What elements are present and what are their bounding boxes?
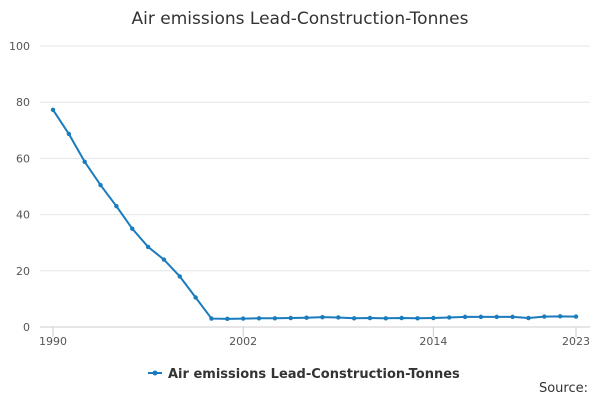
data-point xyxy=(510,314,515,320)
data-point xyxy=(462,314,468,320)
x-tick-label: 2023 xyxy=(562,335,590,348)
data-point xyxy=(50,107,56,112)
data-point xyxy=(82,159,87,164)
data-point xyxy=(557,314,563,319)
data-point xyxy=(447,315,452,320)
data-point xyxy=(573,314,579,319)
data-point xyxy=(351,316,357,321)
y-tick-label: 60 xyxy=(16,152,30,165)
data-point xyxy=(256,316,262,321)
data-point xyxy=(130,226,135,231)
data-point xyxy=(320,314,325,320)
x-tick-label: 1990 xyxy=(39,335,67,348)
data-point xyxy=(431,315,436,321)
x-tick-label: 2002 xyxy=(229,335,257,348)
data-point xyxy=(526,315,531,321)
data-point xyxy=(193,295,198,300)
data-point xyxy=(399,315,404,321)
x-tick-label: 2014 xyxy=(419,335,447,348)
chart-title: Air emissions Lead-Construction-Tonnes xyxy=(132,9,469,29)
data-point xyxy=(240,316,246,321)
data-point xyxy=(161,257,167,262)
data-point xyxy=(304,315,309,320)
data-point xyxy=(478,314,484,320)
series-line xyxy=(52,109,577,320)
source: Source: xyxy=(539,381,588,396)
data-point xyxy=(66,131,72,137)
data-point xyxy=(98,182,103,188)
y-tick-label: 20 xyxy=(16,265,30,278)
data-point xyxy=(114,203,119,209)
legend-label: Air emissions Lead-Construction-Tonnes xyxy=(168,367,460,382)
legend-marker xyxy=(152,370,158,376)
data-point xyxy=(542,314,547,319)
y-tick-label: 100 xyxy=(9,40,30,53)
y-tick-label: 40 xyxy=(16,209,30,222)
data-point xyxy=(272,316,278,321)
data-point xyxy=(336,315,341,320)
data-point xyxy=(225,316,230,322)
data-point xyxy=(494,314,499,320)
data-point xyxy=(177,274,182,279)
data-point xyxy=(415,316,420,321)
data-point xyxy=(145,244,151,250)
y-tick-label: 0 xyxy=(23,321,30,334)
data-point xyxy=(288,315,293,321)
data-point xyxy=(209,316,214,321)
data-point xyxy=(367,315,373,321)
y-tick-label: 80 xyxy=(16,96,30,109)
data-point xyxy=(383,316,389,321)
